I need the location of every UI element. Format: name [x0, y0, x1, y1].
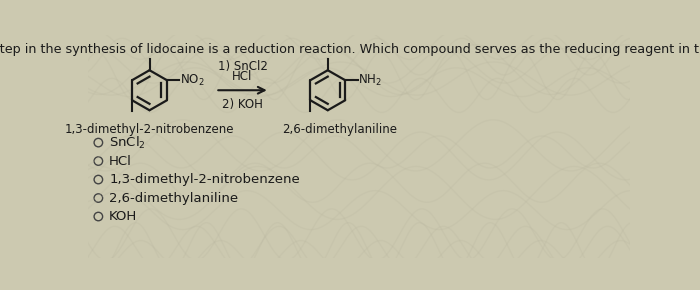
- Text: KOH: KOH: [109, 210, 137, 223]
- Text: 2,6-dimethylaniline: 2,6-dimethylaniline: [282, 123, 397, 136]
- Text: HCl: HCl: [109, 155, 132, 168]
- Text: NO$_2$: NO$_2$: [180, 73, 204, 88]
- Text: 1) SnCl2: 1) SnCl2: [218, 60, 267, 73]
- Text: NH$_2$: NH$_2$: [358, 73, 382, 88]
- Text: 2) KOH: 2) KOH: [222, 98, 263, 111]
- Text: 2,6-dimethylaniline: 2,6-dimethylaniline: [109, 191, 238, 204]
- Text: SnCl$_2$: SnCl$_2$: [109, 135, 146, 151]
- Text: HCl: HCl: [232, 70, 253, 83]
- Text: 1,3-dimethyl-2-nitrobenzene: 1,3-dimethyl-2-nitrobenzene: [109, 173, 300, 186]
- Text: 1,3-dimethyl-2-nitrobenzene: 1,3-dimethyl-2-nitrobenzene: [64, 123, 235, 136]
- Text: The first step in the synthesis of lidocaine is a reduction reaction. Which comp: The first step in the synthesis of lidoc…: [0, 43, 700, 55]
